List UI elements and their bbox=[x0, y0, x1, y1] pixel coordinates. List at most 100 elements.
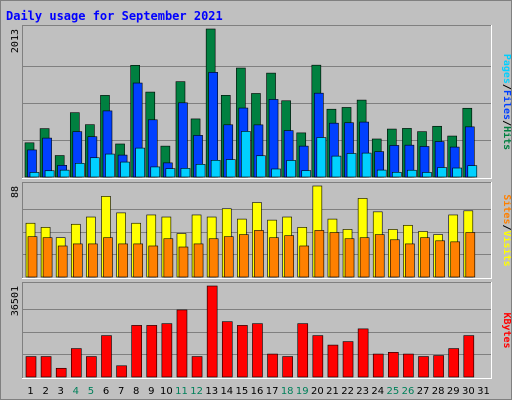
side-label-kbytes: KBytes bbox=[501, 312, 511, 348]
bar-sites-day-11 bbox=[178, 246, 189, 278]
bar-kbytes-day-25 bbox=[388, 352, 399, 378]
bar-sites-day-24 bbox=[374, 234, 385, 278]
bar-sites-day-16 bbox=[254, 230, 264, 278]
bar-sites-day-4 bbox=[72, 243, 83, 278]
bar-kbytes-day-7 bbox=[116, 365, 127, 378]
x-tick-label-day-17: 17 bbox=[266, 386, 279, 397]
bar-pages-day-24 bbox=[376, 169, 387, 178]
bar-kbytes-day-20 bbox=[312, 335, 324, 378]
side-label-hits: Pages/Files/Hits bbox=[501, 54, 511, 150]
bar-sites-day-6 bbox=[103, 237, 113, 278]
y-max-label-visits: 88 bbox=[10, 186, 21, 198]
bar-kbytes-day-8 bbox=[131, 325, 142, 378]
bar-sites-day-14 bbox=[223, 236, 234, 278]
bar-kbytes-day-27 bbox=[418, 356, 429, 378]
bar-sites-day-23 bbox=[359, 237, 370, 278]
bar-kbytes-day-26 bbox=[403, 353, 414, 378]
x-tick-label-day-2: 2 bbox=[42, 386, 48, 397]
x-tick-label-day-20: 20 bbox=[311, 386, 324, 397]
bar-pages-day-23 bbox=[361, 152, 372, 178]
side-label-separator: / bbox=[501, 120, 511, 126]
bar-kbytes-day-13 bbox=[206, 285, 218, 378]
x-tick-label-day-13: 13 bbox=[205, 386, 218, 397]
bar-kbytes-day-4 bbox=[70, 348, 82, 378]
bar-pages-day-17 bbox=[271, 168, 281, 178]
x-tick-label-day-1: 1 bbox=[27, 386, 33, 397]
bar-sites-day-29 bbox=[450, 241, 461, 278]
x-tick-label-day-27: 27 bbox=[417, 386, 430, 397]
x-tick-label-day-4: 4 bbox=[73, 386, 79, 397]
bar-kbytes-day-16 bbox=[252, 323, 263, 378]
x-tick-label-day-29: 29 bbox=[447, 386, 460, 397]
bar-sites-day-8 bbox=[133, 243, 143, 278]
x-tick-label-day-26: 26 bbox=[402, 386, 415, 397]
bar-sites-day-26 bbox=[405, 243, 415, 278]
bar-pages-day-19 bbox=[301, 170, 312, 178]
bar-sites-day-22 bbox=[344, 238, 355, 278]
x-tick-label-day-31: 31 bbox=[477, 386, 490, 397]
bar-pages-day-21 bbox=[331, 155, 342, 178]
bar-kbytes-day-19 bbox=[297, 323, 309, 378]
bar-pages-day-10 bbox=[165, 168, 176, 178]
side-label-visits: Visits bbox=[501, 231, 511, 267]
x-tick-label-day-19: 19 bbox=[296, 386, 309, 397]
bar-kbytes-day-22 bbox=[342, 341, 354, 378]
x-tick-label-day-6: 6 bbox=[103, 386, 109, 397]
bar-sites-day-20 bbox=[314, 230, 325, 278]
bar-sites-day-17 bbox=[269, 237, 279, 278]
bar-kbytes-day-18 bbox=[282, 356, 293, 378]
bar-kbytes-day-17 bbox=[267, 353, 278, 378]
x-tick-label-day-25: 25 bbox=[387, 386, 400, 397]
bar-pages-day-7 bbox=[120, 161, 130, 178]
bar-pages-day-5 bbox=[90, 157, 100, 178]
bar-kbytes-day-21 bbox=[327, 344, 339, 378]
bar-sites-day-3 bbox=[57, 245, 68, 278]
bar-kbytes-day-6 bbox=[101, 335, 112, 378]
bar-pages-day-1 bbox=[29, 172, 40, 178]
bar-sites-day-13 bbox=[208, 238, 219, 278]
bar-pages-day-13 bbox=[210, 160, 221, 178]
x-tick-label-day-28: 28 bbox=[432, 386, 445, 397]
bar-kbytes-day-15 bbox=[237, 325, 248, 378]
bar-pages-day-6 bbox=[105, 153, 115, 178]
x-tick-label-day-9: 9 bbox=[148, 386, 154, 397]
bar-pages-day-3 bbox=[59, 169, 70, 178]
bar-sites-day-18 bbox=[284, 235, 294, 278]
bar-pages-day-4 bbox=[74, 163, 85, 178]
x-tick-label-day-21: 21 bbox=[326, 386, 339, 397]
x-tick-label-day-30: 30 bbox=[462, 386, 475, 397]
bar-sites-day-25 bbox=[390, 239, 400, 278]
x-tick-label-day-23: 23 bbox=[356, 386, 369, 397]
bar-sites-day-19 bbox=[299, 245, 310, 278]
x-tick-label-day-11: 11 bbox=[175, 386, 188, 397]
bar-pages-day-30 bbox=[467, 165, 478, 178]
x-tick-label-day-14: 14 bbox=[220, 386, 233, 397]
bar-kbytes-day-14 bbox=[221, 321, 233, 378]
bar-sites-day-30 bbox=[465, 232, 476, 278]
side-label-sites: Sites bbox=[501, 194, 511, 224]
bar-pages-day-8 bbox=[135, 147, 145, 178]
bar-kbytes-day-11 bbox=[176, 309, 188, 378]
bar-pages-day-16 bbox=[256, 155, 266, 178]
side-label-hits: Hits bbox=[501, 126, 511, 150]
bar-sites-day-10 bbox=[163, 238, 174, 278]
bar-pages-day-25 bbox=[392, 171, 402, 178]
side-label-visits: Sites/Visits bbox=[501, 194, 511, 266]
bar-pages-day-14 bbox=[225, 159, 236, 178]
bar-sites-day-5 bbox=[88, 243, 98, 278]
bar-pages-day-18 bbox=[286, 160, 296, 178]
chart-title: Daily usage for September 2021 bbox=[6, 9, 223, 23]
x-tick-label-day-15: 15 bbox=[236, 386, 249, 397]
bar-kbytes-day-28 bbox=[433, 355, 444, 378]
bar-kbytes-day-24 bbox=[372, 353, 384, 378]
bar-pages-day-20 bbox=[316, 137, 327, 178]
bar-kbytes-day-30 bbox=[463, 335, 475, 378]
bar-sites-day-15 bbox=[239, 234, 249, 278]
x-tick-label-day-16: 16 bbox=[251, 386, 264, 397]
bar-pages-day-15 bbox=[241, 131, 251, 178]
side-label-pages: Pages bbox=[501, 54, 511, 84]
bar-kbytes-day-23 bbox=[357, 328, 369, 378]
bar-pages-day-27 bbox=[422, 172, 432, 178]
